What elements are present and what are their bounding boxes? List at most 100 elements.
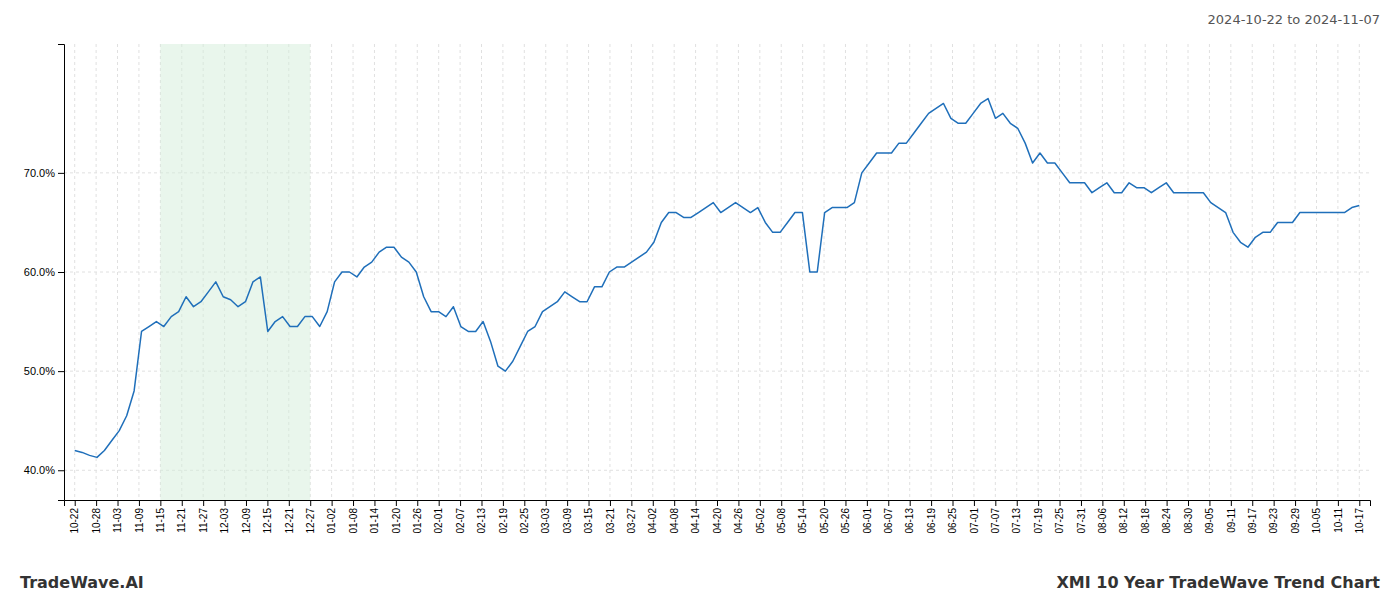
- x-tick-label: 09-17: [1247, 508, 1258, 534]
- x-tick-mark: [1316, 500, 1317, 506]
- x-tick-label: 08-24: [1161, 508, 1172, 534]
- x-tick: 06-19: [926, 500, 937, 534]
- x-tick-mark: [1231, 500, 1232, 506]
- x-tick-mark: [503, 500, 504, 506]
- x-tick: 12-21: [284, 500, 295, 534]
- y-tick-label: 50.0%: [24, 365, 55, 377]
- x-tick-label: 10-05: [1311, 508, 1322, 534]
- x-tick-mark: [439, 500, 440, 506]
- x-tick-label: 04-08: [669, 508, 680, 534]
- x-tick-label: 07-31: [1076, 508, 1087, 534]
- x-tick: 12-15: [262, 500, 273, 534]
- x-tick-label: 10-28: [91, 508, 102, 534]
- x-tick-mark: [653, 500, 654, 506]
- y-tick-label: 60.0%: [24, 266, 55, 278]
- x-tick-mark: [738, 500, 739, 506]
- x-tick: 04-08: [669, 500, 680, 534]
- grid: [64, 44, 1370, 500]
- x-tick-mark: [160, 500, 161, 506]
- grid-line: [866, 44, 867, 500]
- x-tick: 05-20: [819, 500, 830, 534]
- x-tick: 11-09: [134, 500, 145, 533]
- x-tick: 06-01: [862, 500, 873, 534]
- chart: 10-2210-2811-0311-0911-1511-2111-2712-03…: [0, 0, 1400, 600]
- grid-line: [1209, 44, 1210, 500]
- y-tick: 70.0%: [24, 167, 64, 179]
- x-tick-label: 07-13: [1011, 508, 1022, 534]
- x-tick-mark: [867, 500, 868, 506]
- grid-line: [674, 44, 675, 500]
- grid-line: [824, 44, 825, 500]
- x-tick-label: 08-06: [1097, 508, 1108, 534]
- x-tick: 08-06: [1097, 500, 1108, 534]
- x-tick-label: 07-01: [969, 508, 980, 534]
- x-tick-mark: [610, 500, 611, 506]
- grid-line: [1316, 44, 1317, 500]
- x-tick-label: 06-25: [947, 508, 958, 534]
- x-tick-label: 05-08: [776, 508, 787, 534]
- x-tick: 11-21: [176, 500, 187, 533]
- x-tick-label: 12-03: [219, 508, 230, 534]
- x-tick: 04-02: [647, 500, 658, 534]
- x-tick-mark: [931, 500, 932, 506]
- x-tick: 07-13: [1011, 500, 1022, 534]
- x-tick-mark: [139, 500, 140, 506]
- x-tick-mark: [1060, 500, 1061, 506]
- marks: [75, 44, 1360, 500]
- x-tick-mark: [1167, 500, 1168, 506]
- x-tick-mark: [396, 500, 397, 506]
- y-tick: 60.0%: [24, 266, 64, 278]
- x-tick-label: 12-15: [262, 508, 273, 534]
- x-tick-label: 01-02: [326, 508, 337, 534]
- x-tick: 02-19: [498, 500, 509, 534]
- x-tick: 09-23: [1268, 500, 1279, 534]
- grid-line: [74, 44, 75, 500]
- x-tick: 06-25: [947, 500, 958, 534]
- x-tick-mark: [96, 500, 97, 506]
- x-tick-mark: [225, 500, 226, 506]
- x-tick: 01-02: [326, 500, 337, 534]
- x-tick-label: 09-23: [1268, 508, 1279, 534]
- x-tick: 03-27: [626, 500, 637, 534]
- x-tick-mark: [203, 500, 204, 506]
- x-tick-mark: [75, 500, 76, 506]
- x-tick: 08-30: [1183, 500, 1194, 534]
- x-tick: 09-05: [1204, 500, 1215, 534]
- x-tick-label: 07-19: [1033, 508, 1044, 534]
- x-tick-label: 11-27: [198, 508, 209, 533]
- x-tick-mark: [267, 500, 268, 506]
- x-tick-mark: [845, 500, 846, 506]
- grid-line: [481, 44, 482, 500]
- x-tick-mark: [460, 500, 461, 506]
- x-tick: 11-15: [155, 500, 166, 533]
- x-tick-label: 12-27: [305, 508, 316, 534]
- x-tick-label: 08-30: [1183, 508, 1194, 534]
- x-tick-label: 05-14: [797, 508, 808, 534]
- x-tick-label: 05-26: [840, 508, 851, 534]
- x-tick-mark: [589, 500, 590, 506]
- grid-line: [631, 44, 632, 500]
- x-tick: 08-18: [1140, 500, 1151, 534]
- x-axis-line: [65, 501, 1371, 507]
- x-tick-label: 06-19: [926, 508, 937, 534]
- x-tick-mark: [417, 500, 418, 506]
- x-tick-mark: [546, 500, 547, 506]
- x-tick: 05-26: [840, 500, 851, 534]
- x-tick-mark: [974, 500, 975, 506]
- x-tick-mark: [1295, 500, 1296, 506]
- grid-line: [1123, 44, 1124, 500]
- x-tick-label: 11-09: [134, 508, 145, 533]
- x-tick-label: 12-21: [284, 508, 295, 534]
- x-tick-label: 02-19: [498, 508, 509, 534]
- annotation: TradeWave.AI: [20, 573, 144, 592]
- x-tick-mark: [803, 500, 804, 506]
- x-tick: 10-17: [1354, 500, 1365, 534]
- x-tick: 05-14: [797, 500, 808, 534]
- x-tick: 09-17: [1247, 500, 1258, 534]
- x-tick-mark: [118, 500, 119, 506]
- x-tick-mark: [353, 500, 354, 506]
- x-axis: 10-2210-2811-0311-0911-1511-2111-2712-03…: [65, 500, 1371, 534]
- x-tick: 09-11: [1226, 500, 1237, 533]
- x-tick-mark: [781, 500, 782, 506]
- x-tick-label: 06-01: [862, 508, 873, 534]
